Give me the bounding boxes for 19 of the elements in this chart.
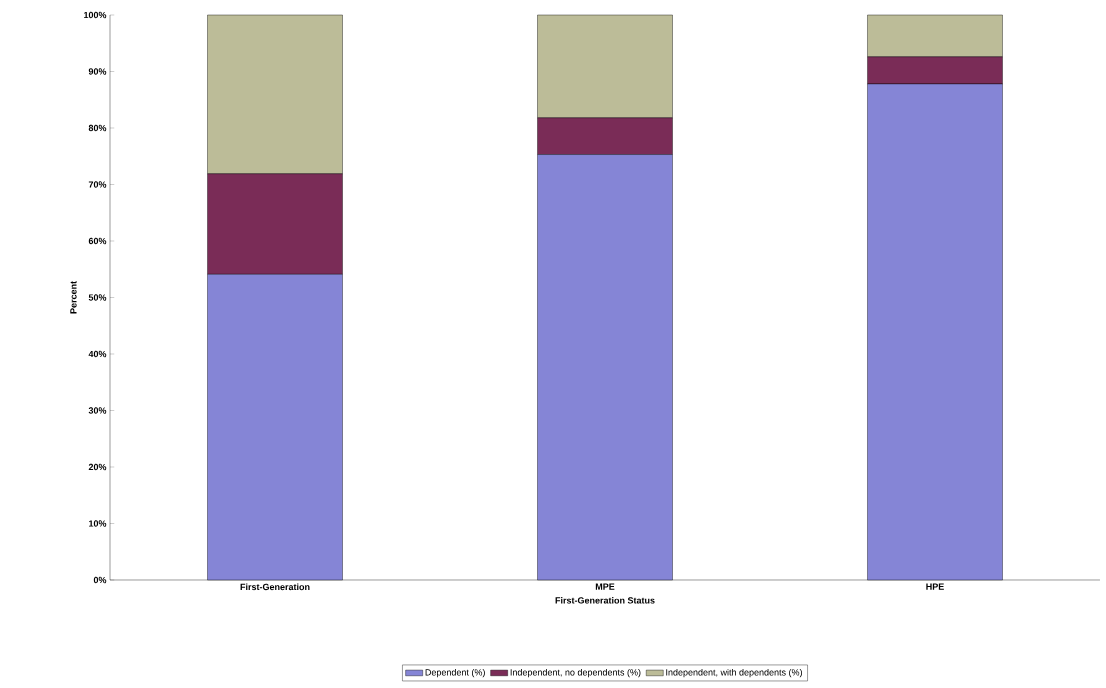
- y-tick-label: 40%: [88, 350, 107, 358]
- x-axis-title: First-Generation Status: [555, 596, 655, 604]
- x-tick-label: HPE: [926, 583, 944, 590]
- y-tick-label: 70%: [88, 181, 107, 188]
- y-tick-label: 0%: [93, 576, 107, 584]
- y-tick-label: 90%: [88, 68, 107, 75]
- y-tick-label: 30%: [88, 407, 107, 414]
- y-tick-label: 20%: [88, 463, 107, 471]
- legend-label: Independent, with dependents (%): [666, 668, 802, 678]
- y-axis-title: Percent: [70, 281, 77, 314]
- y-tick-label: 50%: [88, 294, 107, 301]
- legend-label: Independent, no dependents (%): [510, 668, 641, 678]
- y-tick-label: 80%: [88, 124, 107, 132]
- y-tick-label: 10%: [89, 520, 107, 527]
- x-tick-label: First-Generation: [240, 583, 310, 591]
- y-tick-label: 60%: [88, 237, 107, 245]
- legend-label: Dependent (%): [425, 668, 485, 678]
- y-tick-label: 100%: [84, 11, 107, 19]
- x-tick-label: MPE: [595, 583, 615, 590]
